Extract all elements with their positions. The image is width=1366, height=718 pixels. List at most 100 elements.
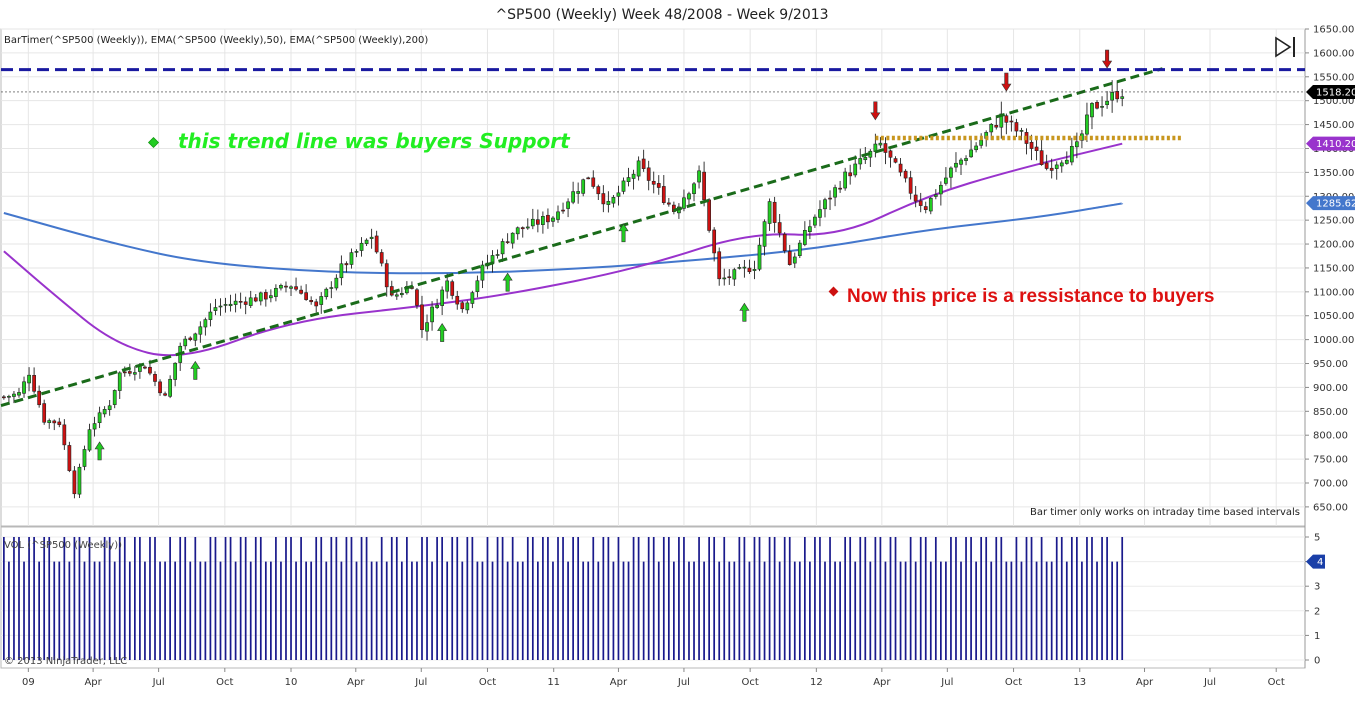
volume-bar — [965, 537, 967, 660]
volume-bar — [879, 537, 882, 660]
volume-bar — [542, 537, 544, 660]
candle-body — [717, 251, 722, 280]
candle-body — [117, 372, 122, 391]
volume-bar — [617, 537, 620, 660]
volume-bar — [385, 561, 388, 660]
candle-body — [420, 304, 424, 331]
volume-value-marker — [1306, 554, 1325, 569]
candle-body — [324, 288, 329, 298]
candle-body — [87, 429, 92, 451]
volume-bar — [758, 537, 761, 660]
volume-bar — [1000, 537, 1003, 660]
volume-bar — [1005, 561, 1008, 660]
volume-bar — [184, 537, 187, 660]
volume-bar — [355, 561, 358, 660]
price-marker-label: 1518.20 — [1316, 87, 1357, 98]
candle-body — [248, 297, 253, 306]
volume-bar — [305, 561, 307, 660]
candle-body — [37, 390, 42, 406]
candle-body — [823, 199, 827, 210]
ema50-layer — [3, 142, 1123, 357]
volume-tick-label: 2 — [1314, 606, 1320, 617]
volume-bar — [446, 561, 449, 660]
volume-tick-label: 5 — [1314, 533, 1320, 544]
volume-bar — [788, 537, 791, 660]
volume-bar — [416, 561, 418, 660]
candle-body — [1115, 91, 1120, 100]
volume-bar — [360, 537, 363, 660]
candle-body — [742, 266, 747, 269]
volume-tick-label: 3 — [1314, 582, 1320, 593]
volume-bar — [632, 537, 635, 660]
volume-bar — [809, 561, 811, 660]
candle-body — [1054, 164, 1059, 169]
volume-bar — [300, 537, 302, 660]
volume-bar — [728, 561, 731, 660]
volume-bar — [133, 537, 136, 660]
volume-bar — [688, 561, 690, 660]
volume-tick-label: 0 — [1314, 656, 1320, 667]
volume-bar — [678, 537, 680, 660]
volume-bar — [108, 537, 111, 660]
candle-body — [27, 374, 31, 384]
volume-bar — [683, 537, 685, 660]
volume-bar — [899, 561, 902, 660]
volume-bar — [496, 537, 499, 660]
volume-bar — [698, 537, 700, 660]
volume-bar — [139, 537, 141, 660]
candle-body — [687, 193, 691, 200]
candle-body — [349, 252, 354, 265]
time-tick-label: Jul — [414, 677, 427, 688]
candle-body — [777, 222, 782, 234]
candle-body — [2, 396, 6, 399]
volume-bar — [1106, 537, 1108, 660]
candle-body — [253, 297, 258, 302]
candle-body — [661, 186, 666, 203]
volume-bar — [1101, 537, 1103, 660]
volume-bar — [552, 561, 554, 660]
candle-body — [258, 292, 263, 302]
volume-bar — [743, 537, 746, 660]
candle-body — [757, 244, 762, 270]
volume-legend: VOL (^SP500 (Weekly)) — [4, 540, 122, 551]
candle-body — [470, 292, 475, 304]
price-tick-label: 700.00 — [1313, 478, 1348, 489]
volume-bar — [536, 561, 539, 660]
volume-bar — [501, 537, 504, 660]
volume-bar — [763, 561, 766, 660]
volume-bar — [1096, 561, 1098, 660]
support-diamond-icon — [147, 136, 160, 149]
candle-body — [561, 209, 565, 212]
time-tick-label: 10 — [285, 677, 298, 688]
volume-bar — [597, 561, 600, 660]
candle-body — [475, 280, 480, 292]
candle-body — [848, 172, 853, 177]
candle-body — [1095, 101, 1099, 109]
volume-bar — [718, 561, 721, 660]
volume-bar — [506, 561, 509, 660]
volume-bar — [340, 561, 343, 660]
candle-body — [933, 194, 938, 197]
candle-body — [878, 142, 883, 146]
candle-body — [712, 229, 717, 254]
time-tick-label: Apr — [610, 677, 628, 688]
price-tick-label: 1250.00 — [1313, 216, 1354, 227]
candle-body — [908, 177, 913, 194]
volume-bar — [914, 561, 917, 660]
price-tick-label: 1600.00 — [1313, 48, 1354, 59]
volume-bar — [330, 537, 333, 660]
candle-body — [802, 230, 807, 245]
candle-body — [218, 305, 223, 308]
candle-body — [500, 241, 505, 255]
candle-body — [354, 251, 359, 253]
candle-body — [440, 289, 445, 306]
candle-body — [863, 157, 868, 161]
candle-body — [722, 277, 727, 280]
red-down-arrow-icon — [1001, 72, 1012, 92]
candle-body — [510, 232, 515, 244]
candle-body — [1059, 162, 1064, 167]
volume-bar — [390, 537, 393, 660]
jump-to-end-icon[interactable] — [1275, 36, 1295, 58]
price-tick-label: 800.00 — [1313, 431, 1348, 442]
candle-body — [631, 173, 636, 179]
